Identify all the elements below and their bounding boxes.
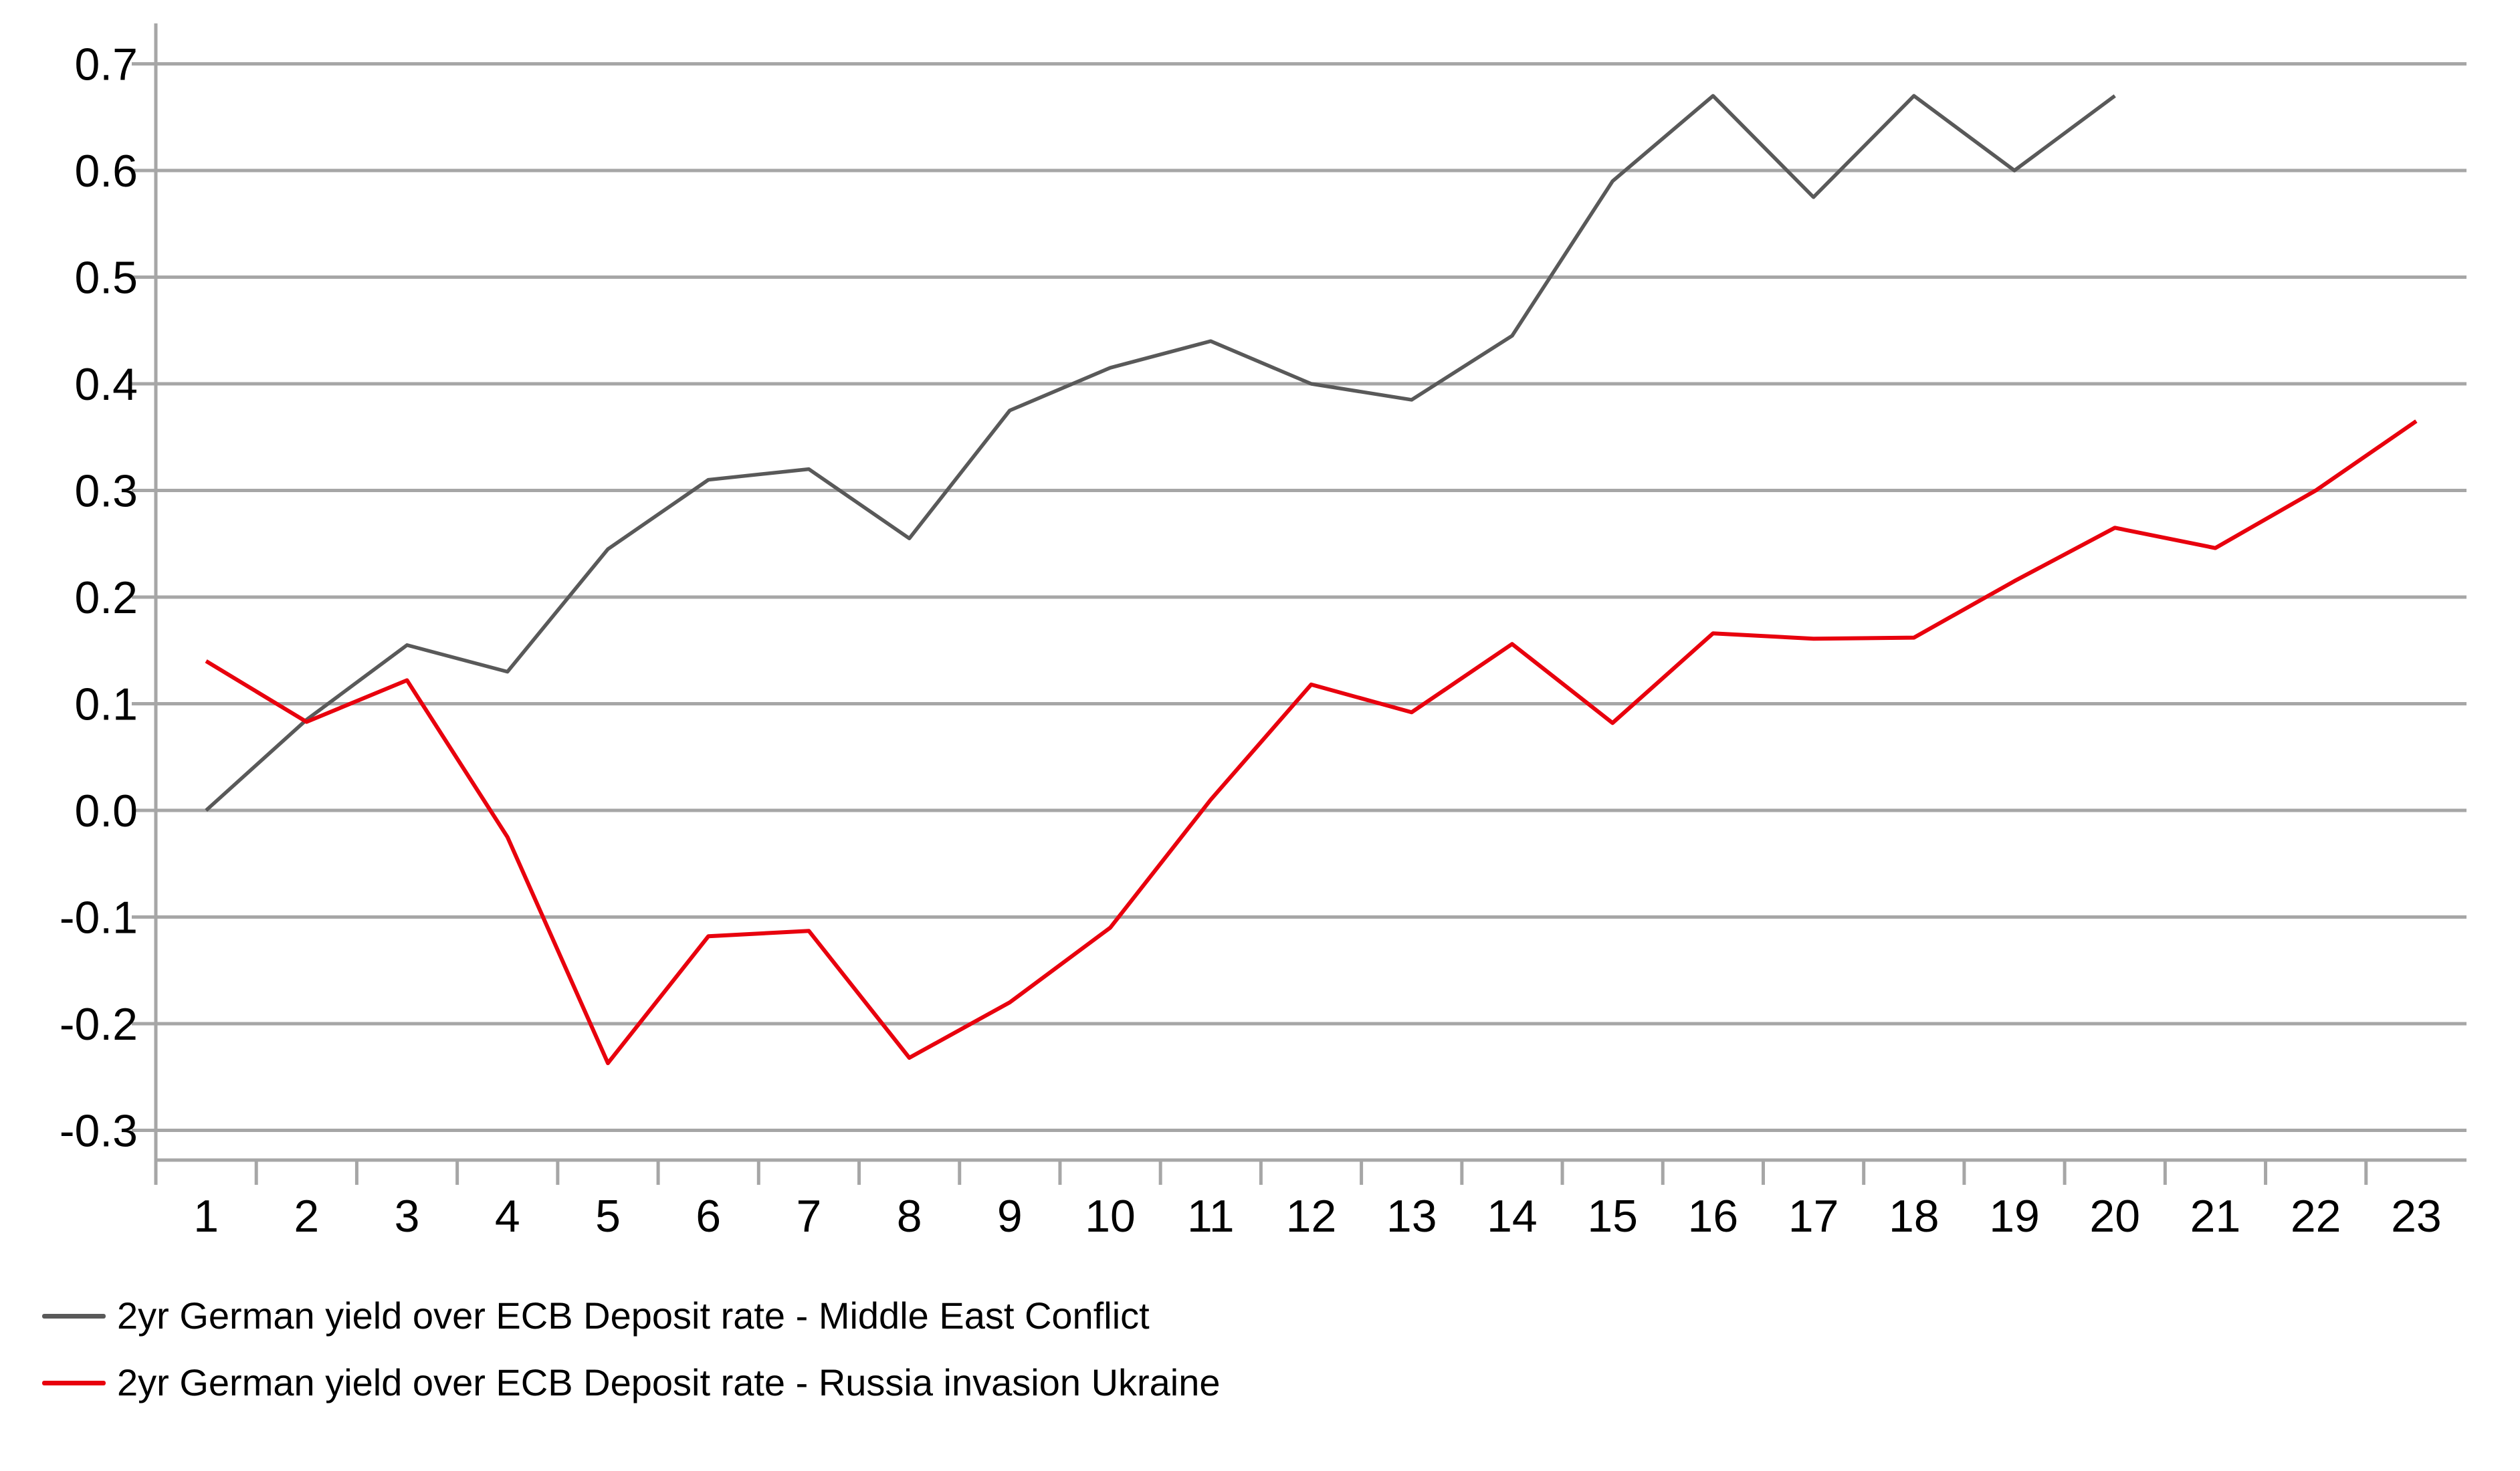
x-tick-label: 9 [997,1191,1023,1242]
legend-line-swatch-gray [42,1313,106,1319]
y-tick-label: 0.4 [74,359,138,410]
x-tick-label: 12 [1286,1191,1337,1242]
x-tick-label: 23 [2391,1191,2442,1242]
y-tick-label: 0.2 [74,572,138,623]
x-tick-label: 7 [796,1191,821,1242]
series-line-1 [205,419,2418,1066]
x-tick-label: 3 [395,1191,420,1242]
y-tick-label: 0.6 [74,146,138,197]
y-tick-label: 0.3 [74,465,138,516]
y-tick-label: 0.1 [74,679,138,729]
x-tick-label: 14 [1487,1191,1538,1242]
x-tick-label: 5 [595,1191,621,1242]
axes [132,23,2466,1185]
y-tick-label: -0.2 [60,999,138,1050]
y-tick-label: 0.5 [74,252,138,303]
y-tick-label: -0.1 [60,892,138,943]
y-tick-label: 0.0 [74,786,138,836]
y-tick-label: 0.7 [74,39,138,90]
legend-item-russia-ukraine: 2yr German yield over ECB Deposit rate -… [42,1363,1221,1403]
x-tick-label: 10 [1085,1191,1136,1242]
y-tick-label: -0.3 [60,1105,138,1156]
legend-line-swatch-red [42,1380,106,1385]
legend-item-label: 2yr German yield over ECB Deposit rate -… [117,1361,1221,1403]
x-tick-label: 21 [2190,1191,2241,1242]
x-tick-label: 4 [495,1191,520,1242]
x-tick-label: 19 [1989,1191,2040,1242]
x-tick-label: 15 [1587,1191,1638,1242]
x-tick-label: 18 [1889,1191,1939,1242]
series-lines [205,94,2418,1066]
legend-item-middle-east: 2yr German yield over ECB Deposit rate -… [42,1296,1221,1336]
axis-tick-labels: 0.70.60.50.40.30.20.10.0-0.1-0.2-0.31 2 3 4… [60,39,2442,1242]
gridlines [156,62,2466,1132]
legend: 2yr German yield over ECB Deposit rate -… [42,1296,1221,1403]
x-tick-label: 13 [1386,1191,1437,1242]
series-line-0 [205,94,2116,812]
x-tick-label: 6 [696,1191,721,1242]
legend-item-label: 2yr German yield over ECB Deposit rate -… [117,1294,1150,1337]
x-tick-label: 20 [2089,1191,2140,1242]
x-tick-label: 1 [193,1191,219,1242]
x-tick-label: 16 [1688,1191,1739,1242]
x-tick-label: 8 [897,1191,922,1242]
x-tick-label: 22 [2291,1191,2341,1242]
x-tick-label: 2 [294,1191,319,1242]
x-tick-label: 17 [1788,1191,1839,1242]
x-tick-label: 11 [1187,1191,1235,1242]
